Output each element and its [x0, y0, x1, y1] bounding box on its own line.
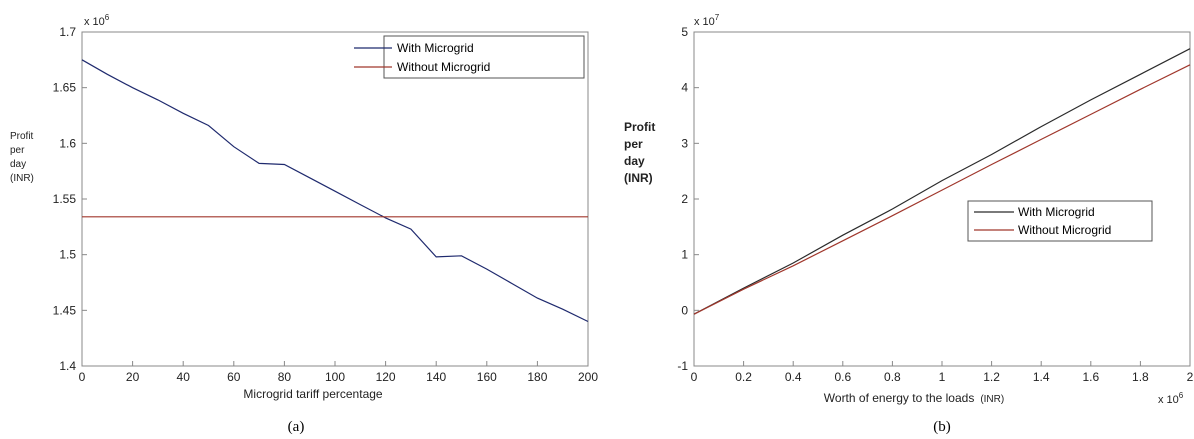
y-tick-label-b: 5: [681, 25, 688, 39]
x-tick-label-b: 0.8: [884, 370, 901, 384]
x-tick-label-a: 180: [527, 370, 547, 384]
y-axis-label-a-line3: day: [10, 159, 26, 170]
x-tick-label-b: 0.4: [785, 370, 802, 384]
x-tick-label-a: 80: [278, 370, 292, 384]
y-tick-label-a: 1.45: [53, 303, 77, 317]
y-tick-label-b: 1: [681, 248, 688, 262]
legend-label-with-microgrid-b: With Microgrid: [1018, 205, 1095, 219]
x-tick-label-b: 1.8: [1132, 370, 1149, 384]
y-tick-label-a: 1.5: [59, 248, 76, 262]
legend-label-without-microgrid-b: Without Microgrid: [1018, 223, 1111, 237]
x-tick-label-b: 0.2: [735, 370, 752, 384]
x-tick-label-b: 0.6: [834, 370, 851, 384]
x-tick-label-b: 2: [1187, 370, 1194, 384]
x-tick-label-a: 200: [578, 370, 598, 384]
x-multiplier-b: x 106: [1158, 391, 1184, 406]
x-tick-label-b: 1: [939, 370, 946, 384]
legend-label-without-microgrid-a: Without Microgrid: [397, 60, 490, 74]
legend-box-b: [967, 200, 1153, 242]
x-tick-label-a: 0: [79, 370, 86, 384]
y-axis-label-b-line1: Profit: [624, 120, 655, 134]
y-axis-label-b-line2: per: [624, 137, 643, 151]
x-tick-label-a: 160: [477, 370, 497, 384]
series-lines-a: [81, 59, 589, 323]
series-line-with-microgrid-b: [693, 48, 1191, 315]
x-tick-label-b: 0: [691, 370, 698, 384]
y-tick-label-b: 3: [681, 136, 688, 150]
y-tick-label-a: 1.55: [53, 192, 77, 206]
panel-caption-a: (a): [288, 419, 305, 435]
x-axis-label-a: Microgrid tariff percentage: [243, 387, 383, 401]
y-tick-label-b: -1: [677, 359, 688, 373]
y-axis-label-b-line3: day: [624, 154, 645, 168]
y-tick-label-a: 1.4: [59, 359, 76, 373]
x-tick-label-a: 100: [325, 370, 345, 384]
y-axis-label-b-line4: (INR): [624, 171, 653, 185]
plot-area-b: [693, 31, 1191, 367]
y-axis-label-a-line2: per: [10, 145, 25, 156]
legend-label-with-microgrid-a: With Microgrid: [397, 41, 474, 55]
y-tick-label-b: 4: [681, 81, 688, 95]
chart-panel-a: 0 20 40 60 80 100 120 140 160 180 200 1.4 1.45 1.5 1.5…: [10, 13, 598, 435]
x-tick-label-a: 60: [227, 370, 241, 384]
x-axis-label-b: Worth of energy to the loads (INR): [824, 391, 1004, 405]
legend-box-a: [383, 35, 585, 79]
x-tick-label-b: 1.4: [1033, 370, 1050, 384]
legend-b: With Microgrid Without Microgrid: [967, 200, 1153, 242]
y-multiplier-b: x 107: [694, 13, 720, 28]
y-tick-label-b: 2: [681, 192, 688, 206]
y-axis-label-a-line4: (INR): [10, 173, 34, 184]
legend-a: With Microgrid Without Microgrid: [354, 35, 585, 79]
x-tick-label-a: 140: [426, 370, 446, 384]
x-tick-label-a: 40: [177, 370, 191, 384]
plot-area-a: [81, 31, 589, 367]
y-tick-label-a: 1.7: [59, 25, 76, 39]
x-tick-label-a: 20: [126, 370, 140, 384]
y-multiplier-a: x 106: [84, 13, 110, 28]
x-tick-label-a: 120: [376, 370, 396, 384]
x-tick-label-b: 1.6: [1082, 370, 1099, 384]
y-tick-label-a: 1.65: [53, 81, 77, 95]
panel-caption-b: (b): [933, 419, 951, 435]
y-tick-label-a: 1.6: [59, 136, 76, 150]
y-tick-label-b: 0: [681, 303, 688, 317]
y-axis-label-a-line1: Profit: [10, 131, 34, 142]
series-lines-b: [693, 48, 1191, 315]
series-line-with-microgrid-a: [81, 59, 589, 323]
series-line-without-microgrid-b: [693, 64, 1191, 315]
ticks-a: 0 20 40 60 80 100 120 140 160 180 200 1.4 1.45 1.5 1.5…: [53, 25, 599, 384]
x-tick-label-b: 1.2: [983, 370, 1000, 384]
